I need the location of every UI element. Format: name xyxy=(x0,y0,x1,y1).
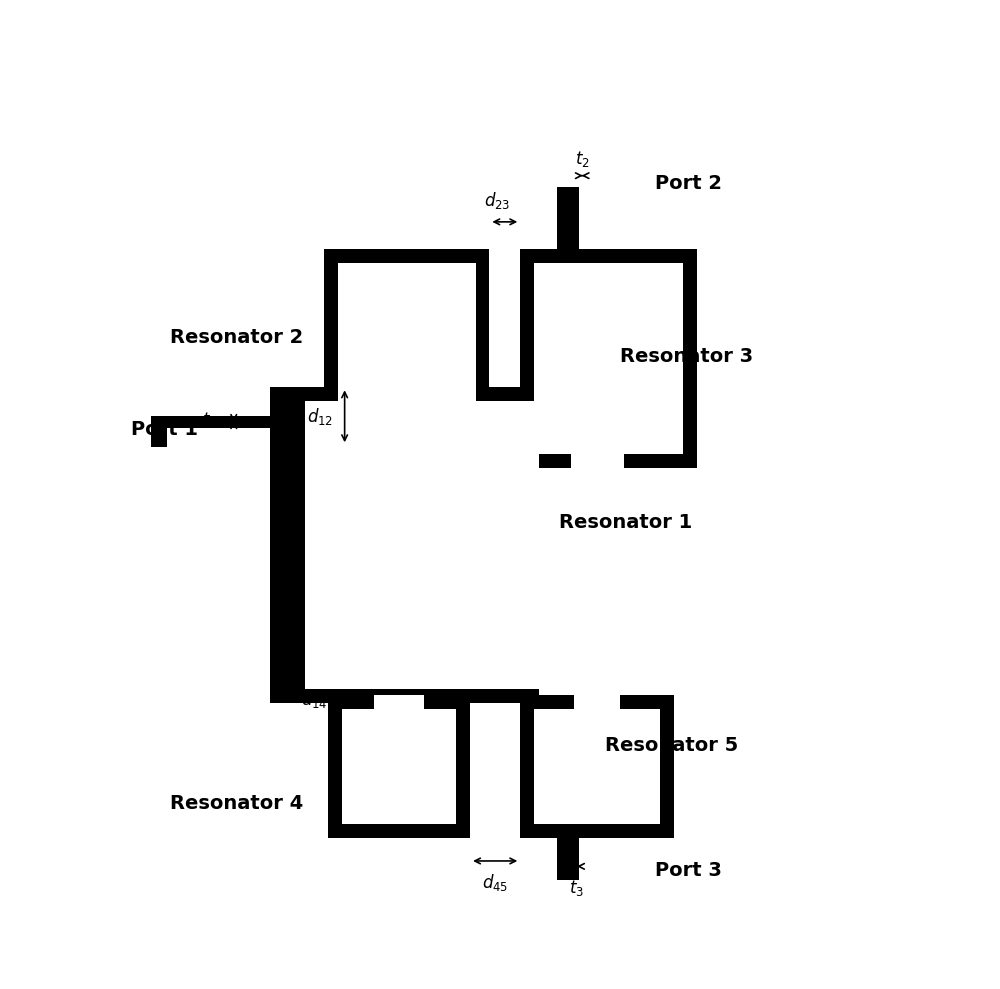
Text: $d_{12}$: $d_{12}$ xyxy=(307,405,333,427)
Bar xyxy=(338,263,476,431)
Bar xyxy=(534,709,660,824)
Bar xyxy=(151,422,167,447)
Text: $t_2$: $t_2$ xyxy=(575,148,590,169)
Text: $d_{14}$: $d_{14}$ xyxy=(301,688,328,710)
Bar xyxy=(151,416,270,428)
Text: Resonator 5: Resonator 5 xyxy=(605,736,738,755)
Bar xyxy=(520,695,674,838)
Bar xyxy=(305,402,539,689)
Bar xyxy=(526,510,539,580)
Bar xyxy=(270,388,539,703)
Text: $d_{23}$: $d_{23}$ xyxy=(484,190,510,211)
Text: $t_1$: $t_1$ xyxy=(202,410,217,430)
Bar xyxy=(324,249,489,445)
Bar xyxy=(342,709,456,824)
Bar xyxy=(374,695,424,709)
Bar xyxy=(328,695,470,838)
Text: $t_3$: $t_3$ xyxy=(569,878,584,898)
Text: Resonator 3: Resonator 3 xyxy=(620,347,753,366)
Text: Resonator 2: Resonator 2 xyxy=(170,328,303,347)
Text: Resonator 4: Resonator 4 xyxy=(170,794,303,813)
Text: Port 1: Port 1 xyxy=(131,420,198,439)
Text: Resonator 1: Resonator 1 xyxy=(559,512,692,532)
Bar xyxy=(571,454,624,468)
Text: Port 2: Port 2 xyxy=(655,174,722,193)
Bar xyxy=(520,249,697,468)
Bar xyxy=(534,263,683,454)
Bar xyxy=(574,695,620,709)
Bar xyxy=(557,187,579,249)
Text: $d_{45}$: $d_{45}$ xyxy=(482,872,508,893)
Bar xyxy=(557,838,579,880)
Text: Port 3: Port 3 xyxy=(655,861,722,880)
Bar xyxy=(378,431,436,445)
